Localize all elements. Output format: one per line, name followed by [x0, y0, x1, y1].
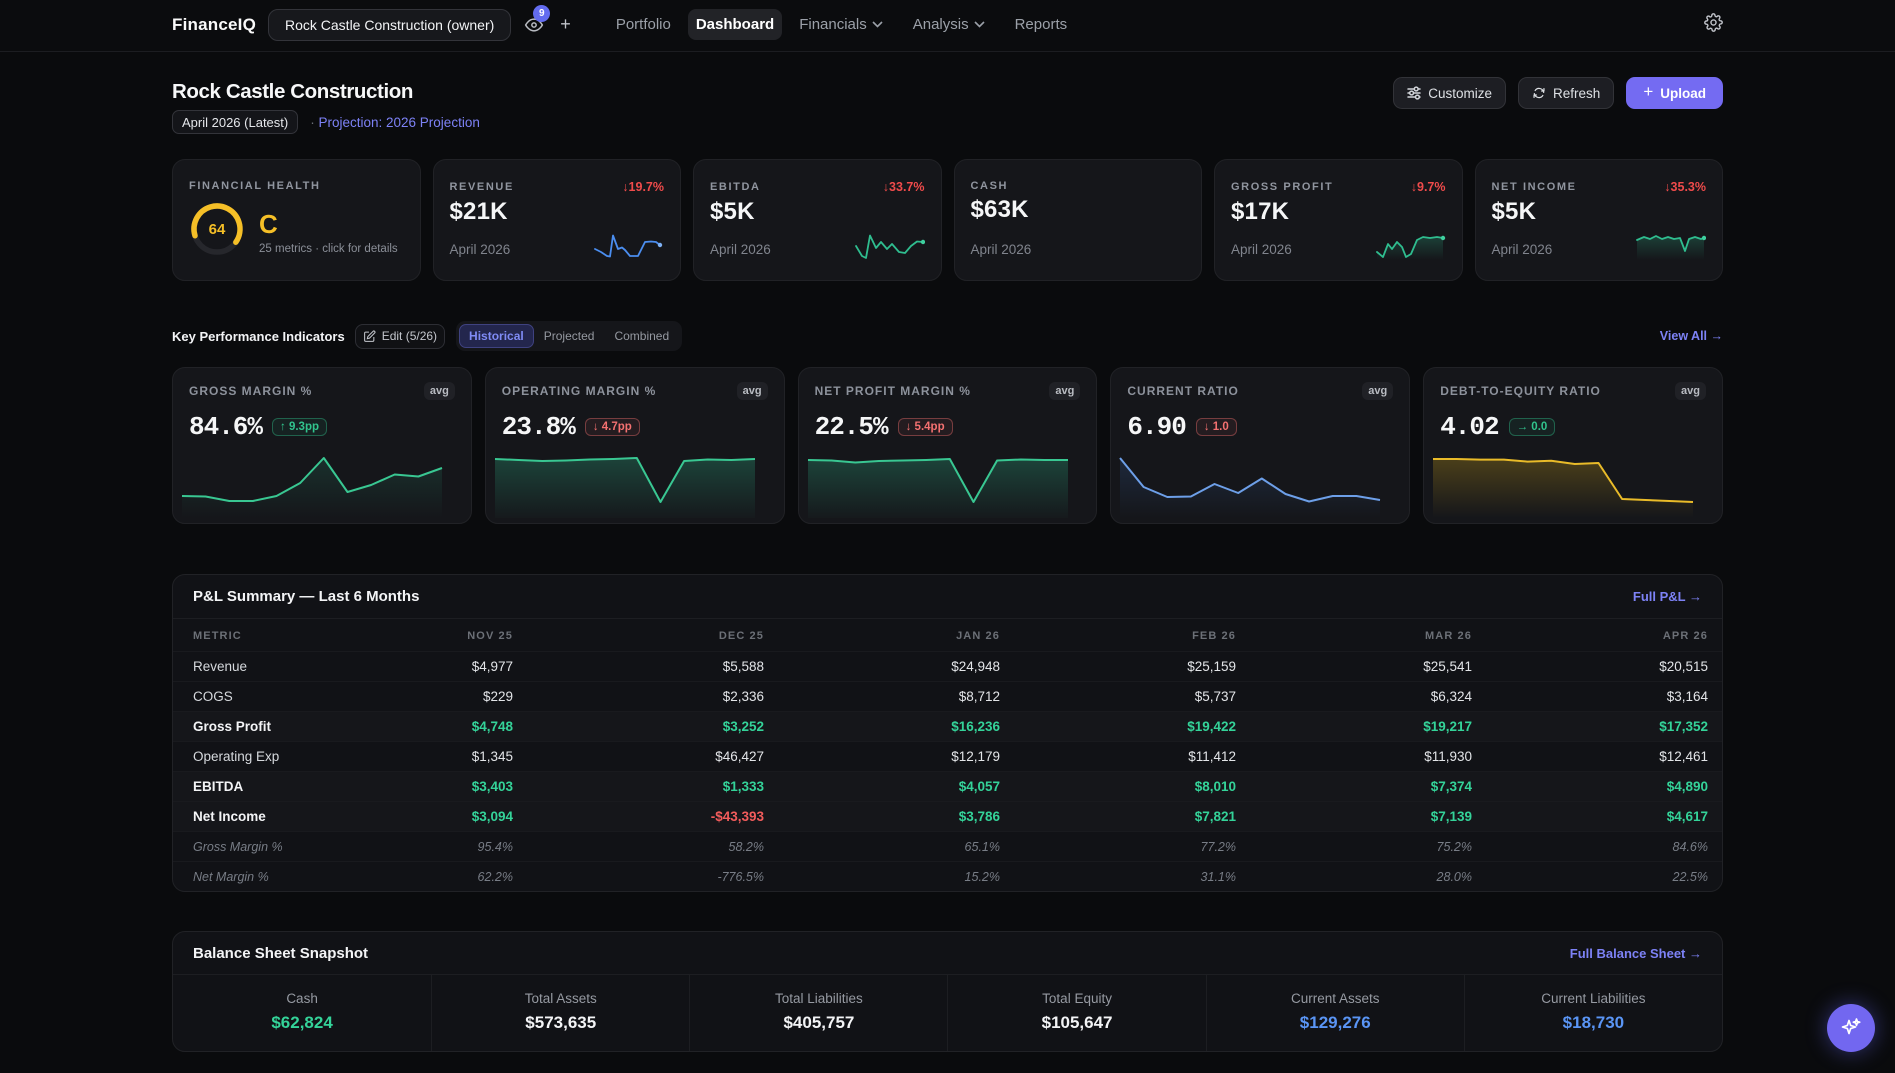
svg-text:64: 64 [209, 221, 226, 238]
